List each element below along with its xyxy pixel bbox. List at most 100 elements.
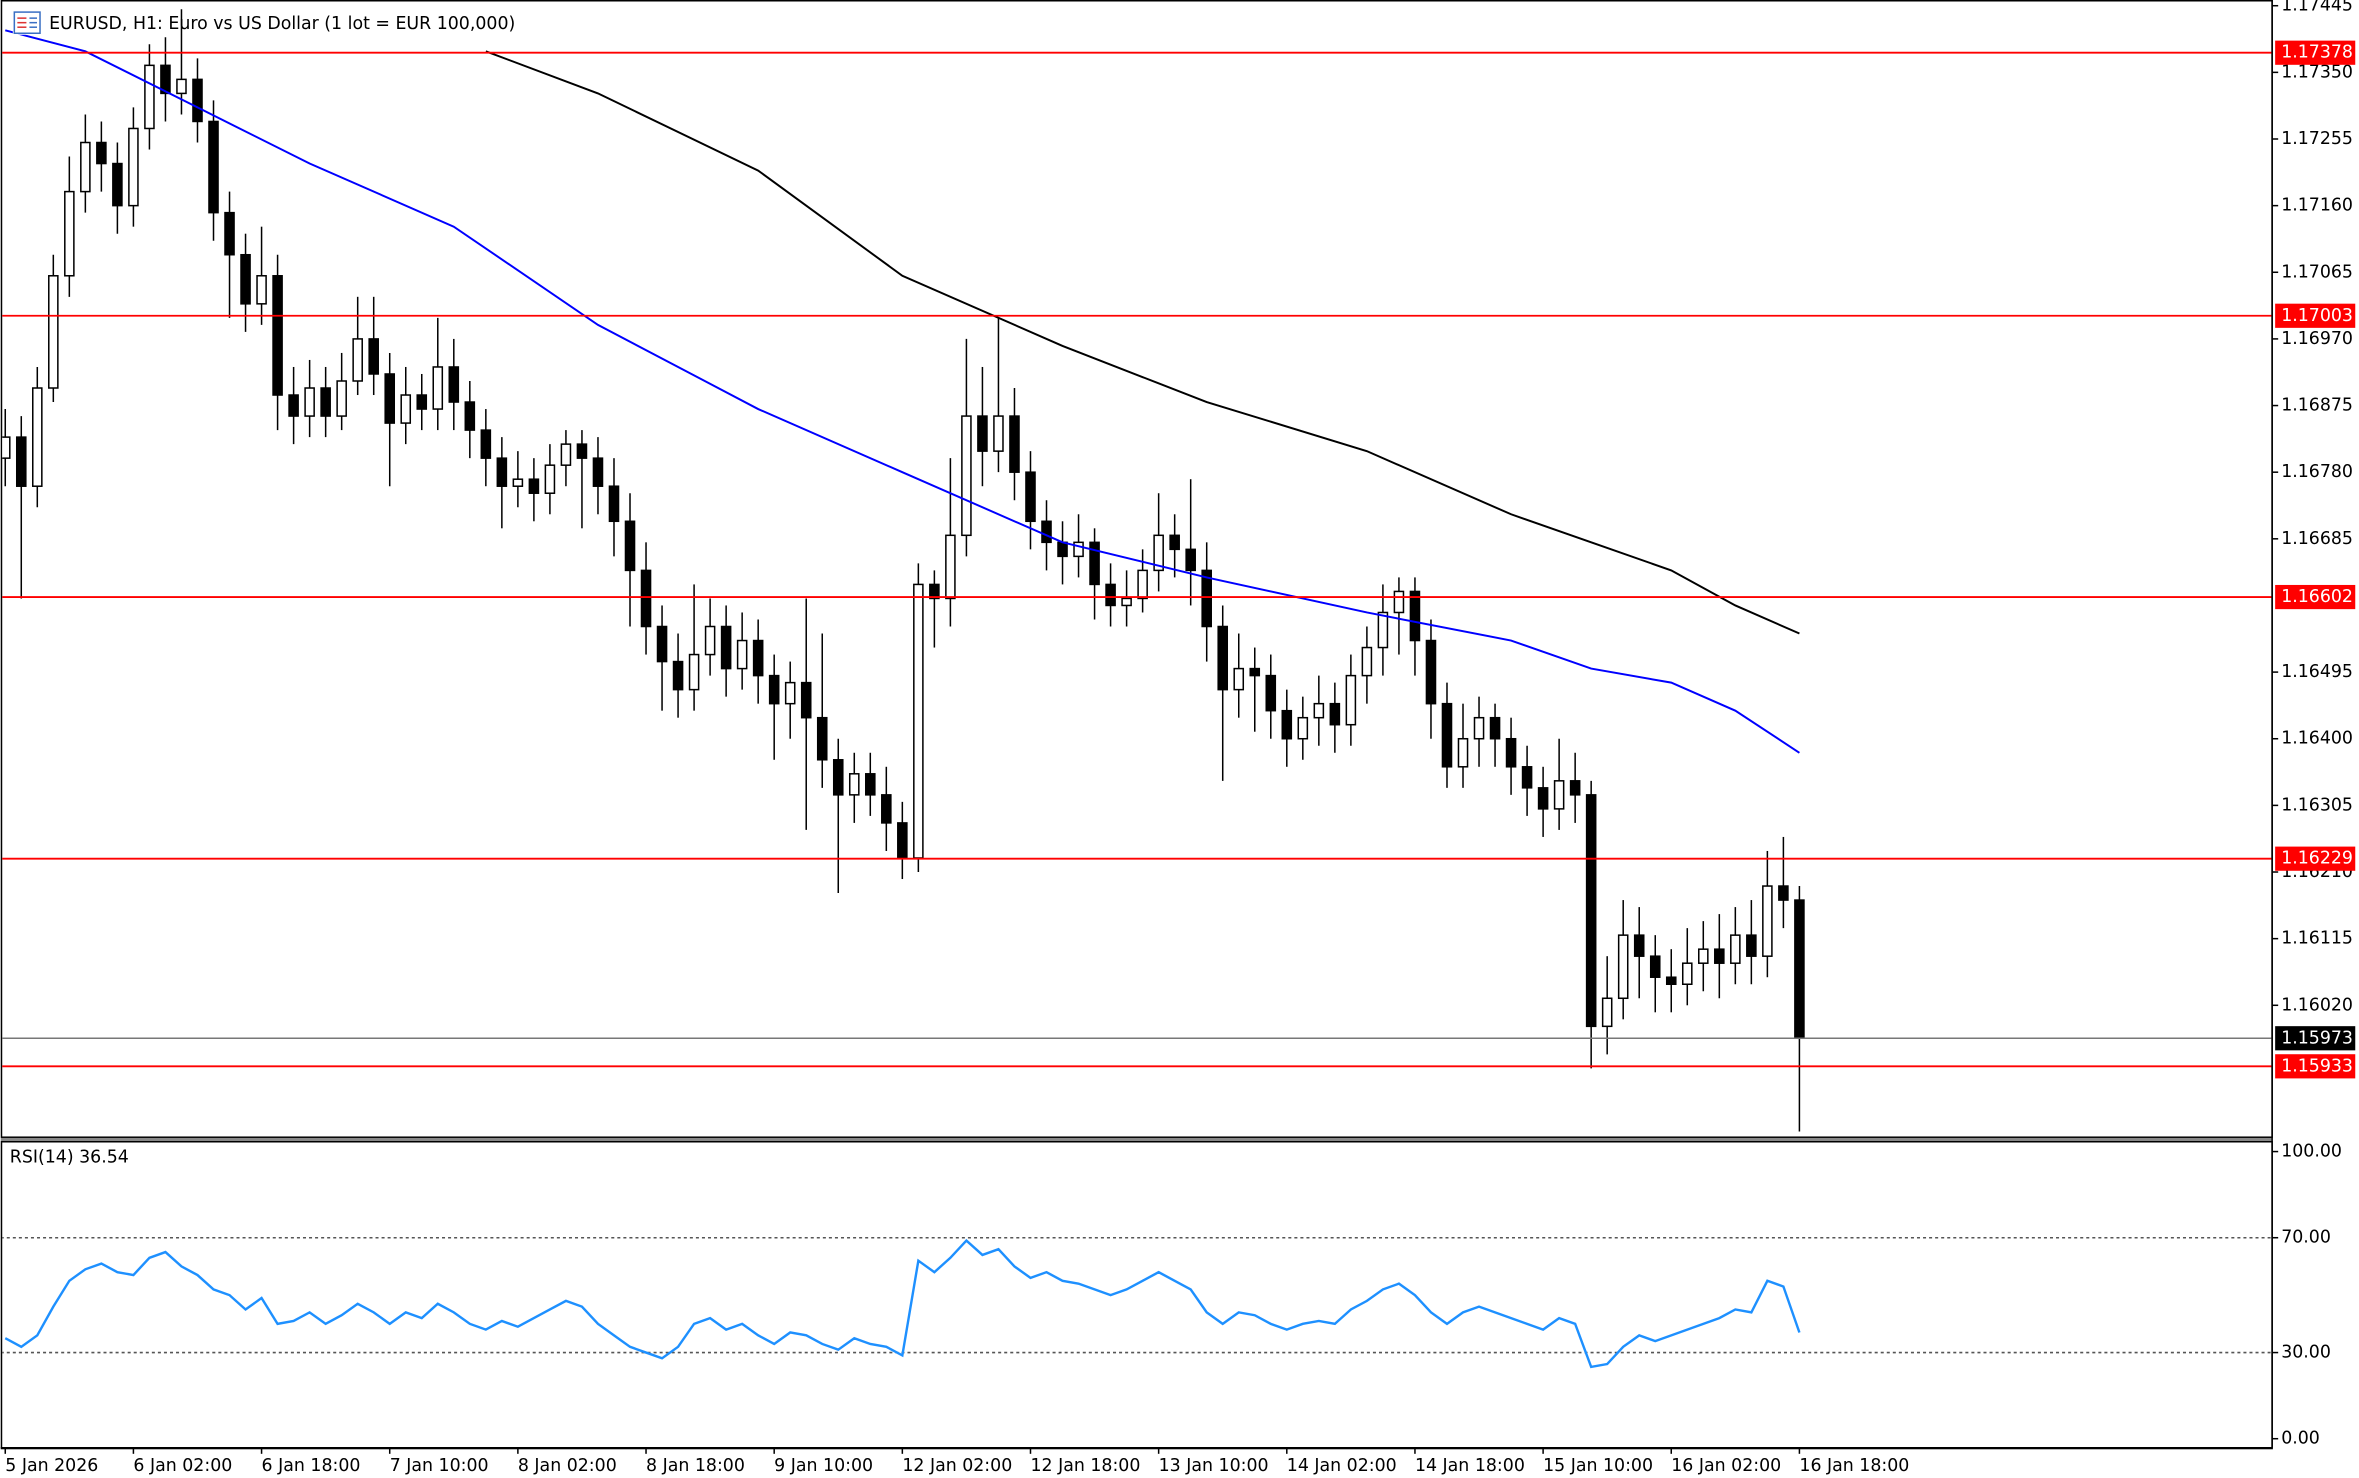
candle-body: [784, 681, 796, 705]
candle-body: [881, 794, 892, 824]
candle-body: [1714, 948, 1725, 964]
candle-body: [1730, 934, 1741, 964]
candle-body: [192, 78, 203, 123]
candle-body: [1553, 780, 1565, 810]
candle-body: [1153, 534, 1164, 572]
candle-body: [1489, 716, 1501, 740]
y-tick-label: 1.16495: [2281, 662, 2353, 682]
x-tick-label: 7 Jan 10:00: [390, 1456, 489, 1476]
rsi-y-tick-label: 100.00: [2281, 1142, 2342, 1162]
candle-body: [1569, 780, 1581, 796]
candle-body: [1698, 948, 1709, 964]
candle-body: [64, 190, 75, 277]
candle-body: [1393, 590, 1405, 614]
candle-body: [1169, 534, 1180, 551]
candle-body: [816, 716, 828, 761]
y-tick-label: 1.16875: [2281, 396, 2353, 416]
candle-body: [1649, 955, 1661, 978]
candle-body: [1681, 962, 1693, 985]
candle-body: [1201, 569, 1212, 628]
candle-body: [272, 275, 283, 396]
y-tick-label: 1.17065: [2281, 262, 2353, 282]
x-tick-label: 15 Jan 10:00: [1543, 1456, 1653, 1476]
candle-body: [1633, 934, 1645, 957]
candle-body: [1009, 415, 1020, 473]
candle-body: [993, 415, 1004, 452]
candle-body: [1377, 611, 1389, 649]
candle-body: [1794, 899, 1805, 1040]
x-tick-label: 12 Jan 02:00: [902, 1456, 1012, 1476]
candle-body: [897, 822, 908, 859]
candle-body: [672, 660, 684, 691]
candle-body: [176, 78, 187, 95]
x-tick-label: 8 Jan 18:00: [646, 1456, 745, 1476]
level-label: 1.17378: [2281, 43, 2353, 63]
candle-body: [240, 253, 251, 305]
candle-body: [432, 366, 444, 410]
rsi-y-tick-label: 70.00: [2281, 1228, 2331, 1248]
x-tick-label: 16 Jan 02:00: [1671, 1456, 1781, 1476]
candle-body: [112, 162, 123, 207]
y-tick-label: 1.16020: [2281, 995, 2353, 1015]
current-price-label: 1.15973: [2281, 1028, 2353, 1048]
rsi-y-tick-label: 0.00: [2281, 1429, 2320, 1449]
level-label: 1.17003: [2281, 306, 2353, 326]
candle-body: [1089, 541, 1100, 586]
candle-body: [1473, 716, 1485, 740]
price-plot: [2, 9, 2273, 1132]
candle-body: [768, 674, 780, 705]
candle-body: [288, 394, 299, 417]
candle-body: [576, 443, 588, 459]
level-box: [2275, 1054, 2356, 1079]
candle-body: [496, 457, 508, 487]
candle-body: [1778, 885, 1789, 901]
candle-body: [656, 625, 668, 663]
candle-body: [640, 569, 652, 628]
x-tick-label: 9 Jan 10:00: [774, 1456, 873, 1476]
candle-body: [1185, 548, 1196, 572]
price-pane: [0, 0, 2273, 1138]
candle-body: [1521, 766, 1533, 789]
candle-body: [592, 457, 604, 487]
candle-body: [304, 387, 315, 417]
moving-average: [5, 29, 1800, 754]
level-box: [2275, 40, 2356, 65]
candle-body: [256, 275, 267, 305]
candle-body: [1025, 471, 1036, 523]
level-box: [2275, 303, 2356, 328]
candle-body: [336, 380, 347, 417]
x-tick-label: 13 Jan 10:00: [1159, 1456, 1269, 1476]
candle-body: [1137, 569, 1148, 600]
candle-body: [1345, 674, 1357, 726]
title-block: EURUSD, H1: Euro vs US Dollar (1 lot = E…: [10, 10, 515, 1168]
candle-body: [1601, 997, 1613, 1028]
level-box: [2275, 846, 2356, 871]
rsi-plot: [2, 1236, 2273, 1369]
y-tick-label: 1.16780: [2281, 462, 2353, 482]
y-tick-label: 1.16970: [2281, 329, 2353, 349]
candle-body: [608, 485, 620, 523]
candle-body: [1361, 646, 1373, 677]
candle-body: [1217, 625, 1229, 691]
x-tick-label: 5 Jan 2026: [5, 1456, 98, 1476]
y-tick-label: 1.17350: [2281, 62, 2353, 82]
y-tick-label: 1.17160: [2281, 196, 2353, 216]
candle-body: [1249, 667, 1261, 677]
x-tick-label: 12 Jan 18:00: [1030, 1456, 1140, 1476]
candle-body: [1105, 583, 1116, 607]
candle-body: [1297, 716, 1309, 740]
candle-body: [1233, 667, 1245, 691]
candle-body: [1265, 674, 1277, 712]
candle-body: [865, 773, 876, 796]
y-tick-label: 1.16115: [2281, 929, 2353, 949]
moving-average: [485, 50, 1800, 635]
current-price-box: [2275, 1026, 2356, 1051]
rsi-pane: [0, 1140, 2273, 1450]
y-tick-label: 1.16400: [2281, 729, 2353, 749]
candle-body: [320, 387, 331, 417]
x-tick-label: 6 Jan 02:00: [133, 1456, 232, 1476]
candle-body: [480, 429, 492, 459]
candle-body: [977, 415, 988, 452]
